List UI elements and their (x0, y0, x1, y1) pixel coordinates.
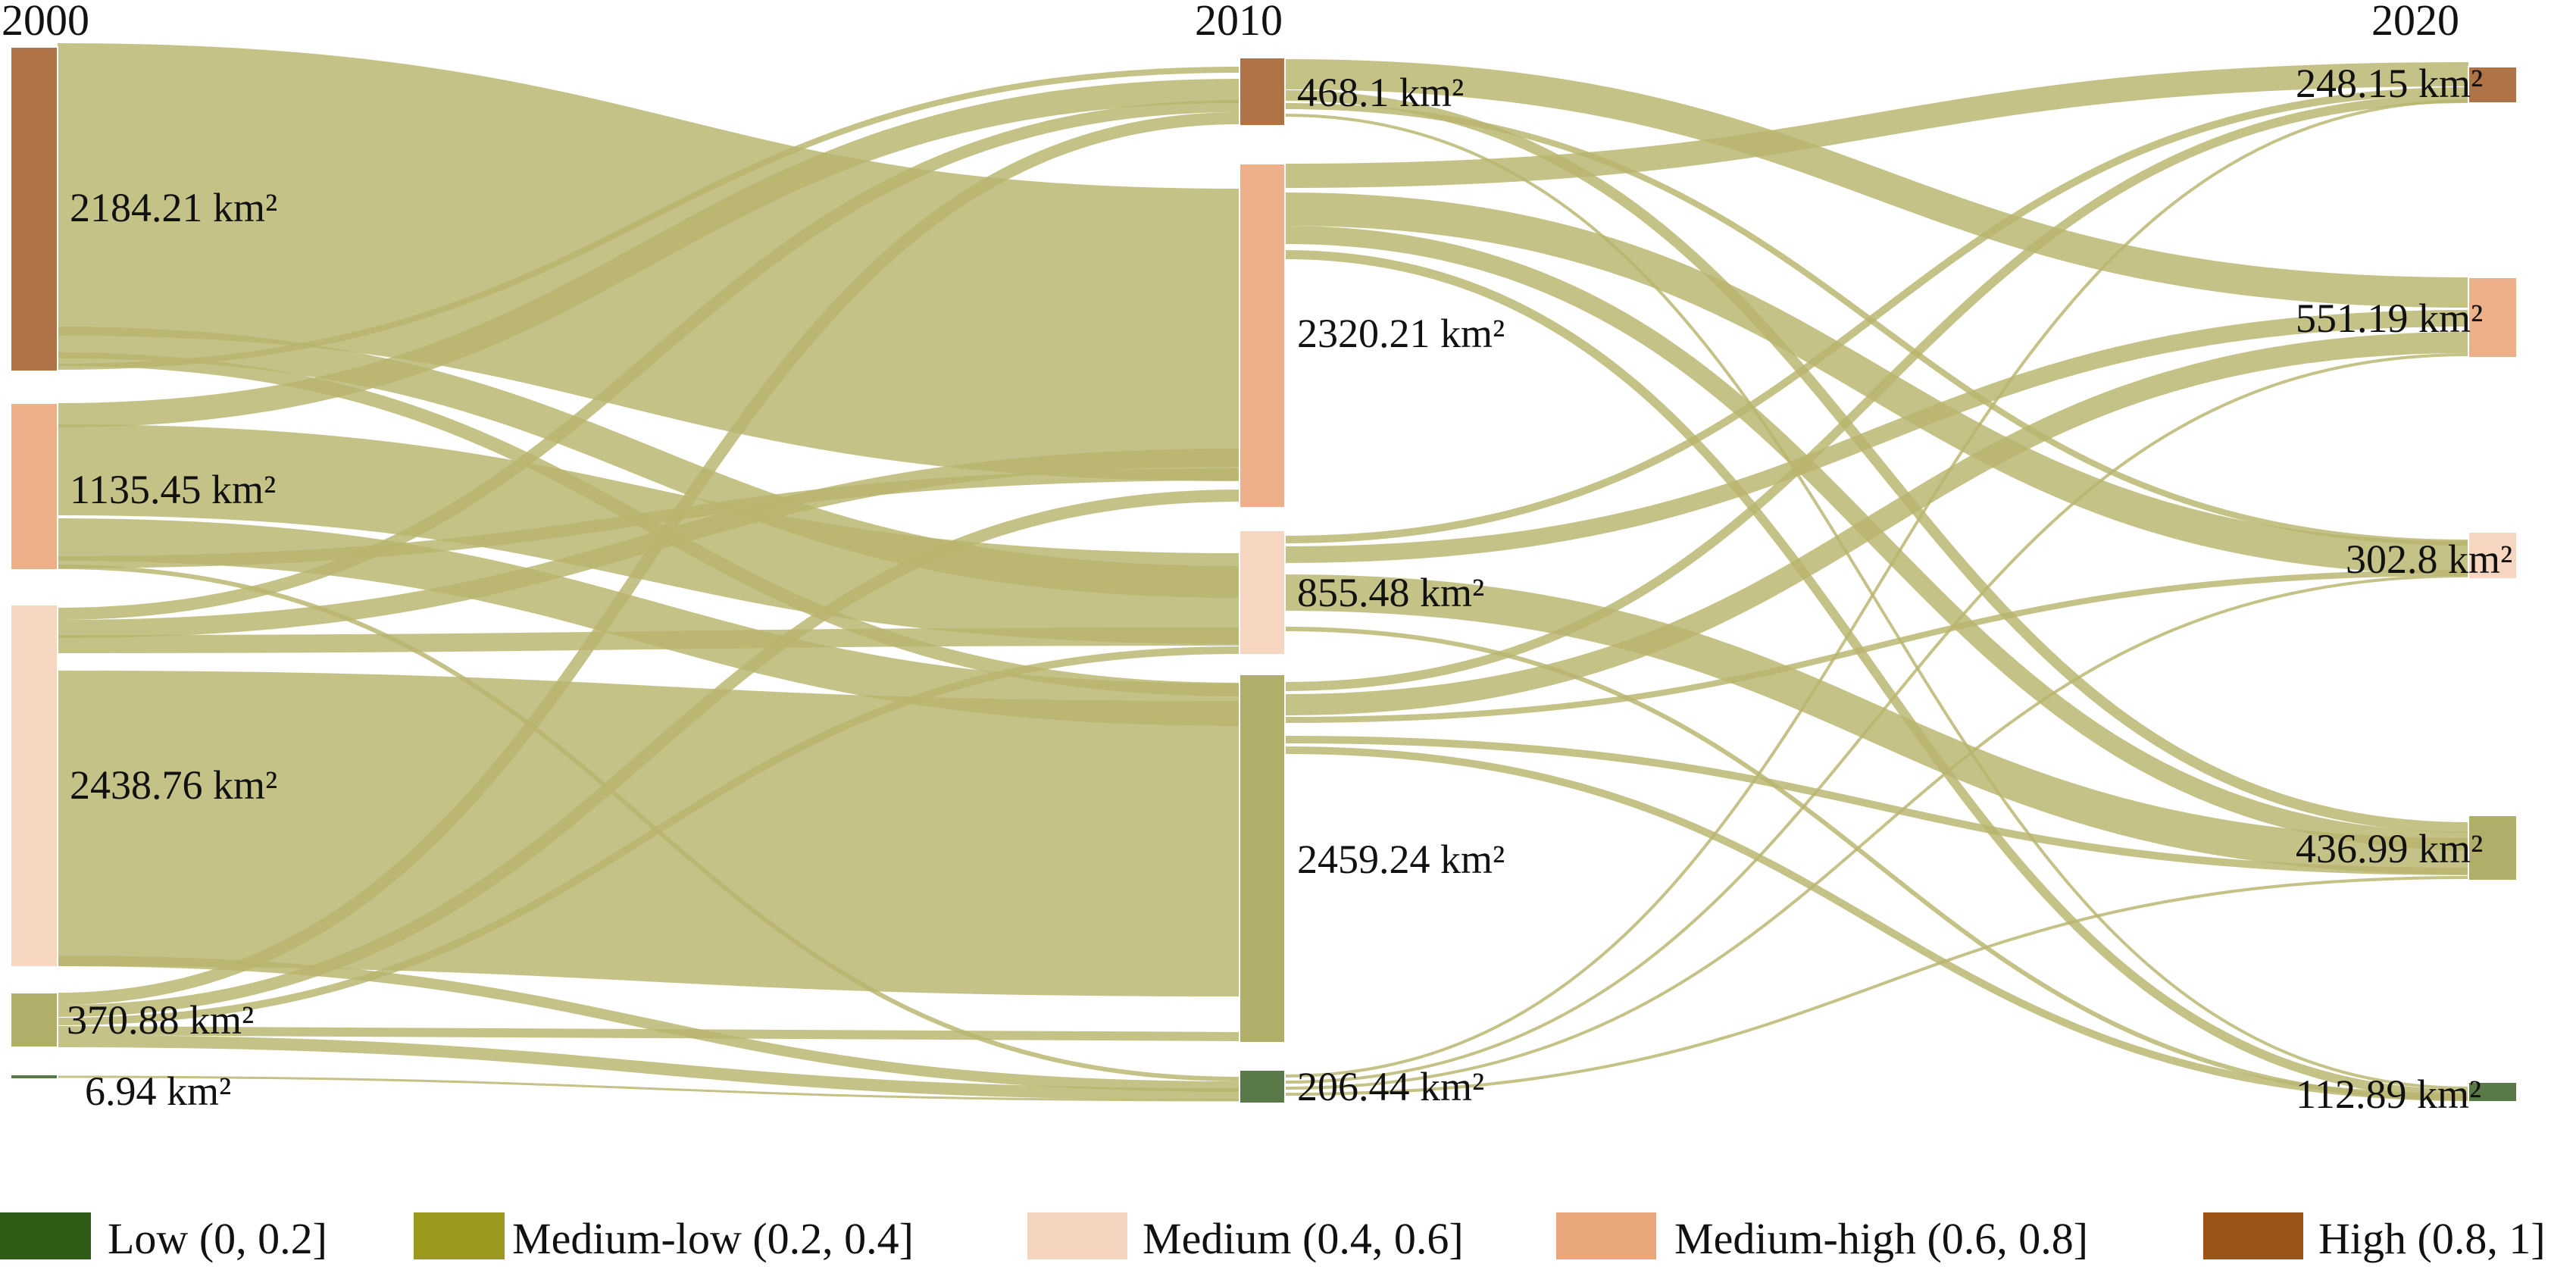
flow-b_ml-to-c_high (1284, 94, 2469, 691)
node-label-b-low: 206.44 km² (1297, 1064, 1484, 1109)
flow-b_mh-to-c_low (1284, 250, 2469, 1099)
node-label-a-ml: 370.88 km² (67, 997, 254, 1043)
node-c-ml (2468, 815, 2518, 881)
node-label-c-ml: 436.99 km² (2296, 826, 2483, 871)
flow-a_ml-to-b_ml (57, 1026, 1240, 1041)
legend-label-medium: Medium (0.4, 0.6] (1143, 1214, 1464, 1263)
node-a-high (10, 46, 58, 372)
node-label-c-mh: 551.19 km² (2296, 296, 2483, 341)
flow-b_m-to-c_ml (1284, 574, 2469, 874)
node-b-high (1239, 57, 1286, 127)
year-label-2000: 2000 (2, 0, 89, 45)
flow-b_mh-to-c_m (1284, 192, 2469, 574)
node-label-b-m: 855.48 km² (1297, 570, 1484, 615)
node-b-mh (1239, 163, 1286, 508)
legend-swatch-medium-high (1556, 1212, 1656, 1259)
year-label-2010: 2010 (1195, 0, 1283, 45)
node-a-ml (10, 992, 58, 1048)
flow-a_ml-to-b_low (57, 1035, 1240, 1100)
node-c-low (2468, 1081, 2518, 1103)
flow-b_m-to-c_low (1284, 627, 2469, 1101)
node-c-mh (2468, 277, 2518, 358)
flow-b_low-to-c_mh (1284, 353, 2469, 1084)
legend-label-high: High (0.8, 1] (2318, 1214, 2546, 1263)
flow-b_low-to-c_high (1284, 99, 2469, 1078)
flow-b_m-to-c_mh (1284, 310, 2469, 563)
node-b-m (1239, 530, 1286, 655)
node-label-a-high: 2184.21 km² (70, 185, 277, 230)
flow-a_ml-to-b_m (57, 646, 1240, 1025)
flow-b_high-to-c_m (1284, 103, 2469, 546)
flow-a_mh-to-b_high (57, 79, 1240, 427)
node-c-high (2468, 66, 2518, 104)
flow-b_mh-to-c_high (1284, 62, 2469, 188)
node-b-ml (1239, 674, 1286, 1043)
flow-b_high-to-c_ml (1284, 90, 2469, 833)
flow-a_high-to-b_high (57, 67, 1240, 370)
node-a-low (10, 1074, 58, 1080)
node-label-b-high: 468.1 km² (1297, 70, 1464, 115)
flow-a_ml-to-b_high (57, 112, 1240, 1005)
flow-b_low-to-c_ml (1284, 876, 2469, 1096)
flow-b_mh-to-c_ml (1284, 226, 2469, 850)
node-a-m (10, 604, 58, 968)
year-label-2020: 2020 (2371, 0, 2459, 45)
node-label-b-ml: 2459.24 km² (1297, 837, 1505, 882)
legend: Low (0, 0.2] Medium-low (0.2, 0.4] Mediu… (0, 1212, 2546, 1263)
node-label-c-high: 248.15 km² (2296, 61, 2483, 106)
legend-swatch-high (2203, 1212, 2303, 1259)
node-label-c-m: 302.8 km² (2346, 537, 2512, 582)
flow-a_ml-to-b_mh (57, 490, 1240, 1017)
node-c-m (2468, 531, 2518, 580)
flow-a_mh-to-b_mh (57, 468, 1240, 568)
flow-b_ml-to-c_low (1284, 746, 2469, 1101)
legend-swatch-low (0, 1212, 91, 1259)
node-b-low (1239, 1069, 1286, 1104)
node-label-c-low: 112.89 km² (2296, 1071, 2481, 1117)
flow-b_ml-to-c_mh (1284, 332, 2469, 715)
flow-a_m-to-b_low (57, 956, 1240, 1092)
node-label-b-mh: 2320.21 km² (1297, 311, 1505, 356)
node-label-a-m: 2438.76 km² (70, 762, 277, 808)
legend-swatch-medium-low (414, 1212, 505, 1259)
flow-a_mh-to-b_ml (57, 518, 1240, 726)
legend-swatch-medium (1027, 1212, 1127, 1259)
legend-label-medium-low: Medium-low (0.2, 0.4] (512, 1214, 914, 1263)
flows-layer (57, 43, 2469, 1102)
flow-b_ml-to-c_m (1284, 570, 2469, 723)
nodes-layer: 2184.21 km² 1135.45 km² 2438.76 km² 370.88 … (10, 46, 2518, 1117)
flow-a_m-to-b_high (57, 100, 1240, 620)
flow-a_m-to-b_mh (57, 449, 1240, 638)
node-label-a-low: 6.94 km² (85, 1068, 231, 1114)
node-a-mh (10, 402, 58, 571)
legend-label-low: Low (0, 0.2] (108, 1214, 327, 1263)
flow-b_high-to-c_mh (1284, 59, 2469, 308)
node-label-a-mh: 1135.45 km² (70, 467, 276, 512)
flow-a_low-to-b_low (57, 1075, 1240, 1102)
flow-a_m-to-b_m (57, 627, 1240, 653)
flow-b_m-to-c_high (1284, 87, 2469, 543)
legend-label-medium-high: Medium-high (0.6, 0.8] (1674, 1214, 2088, 1263)
flow-b_low-to-c_m (1284, 574, 2469, 1090)
flow-b_ml-to-c_ml (1284, 736, 2469, 875)
